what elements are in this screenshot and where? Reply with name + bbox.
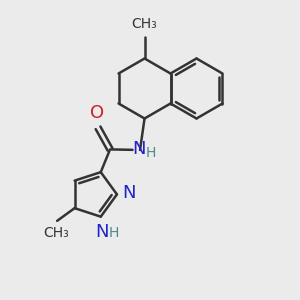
Text: O: O: [90, 104, 104, 122]
Text: H: H: [108, 226, 118, 240]
Text: CH₃: CH₃: [132, 17, 158, 32]
Text: N: N: [132, 140, 145, 158]
Text: CH₃: CH₃: [43, 226, 68, 240]
Text: N: N: [95, 223, 109, 241]
Text: N: N: [122, 184, 136, 202]
Text: H: H: [146, 146, 156, 160]
